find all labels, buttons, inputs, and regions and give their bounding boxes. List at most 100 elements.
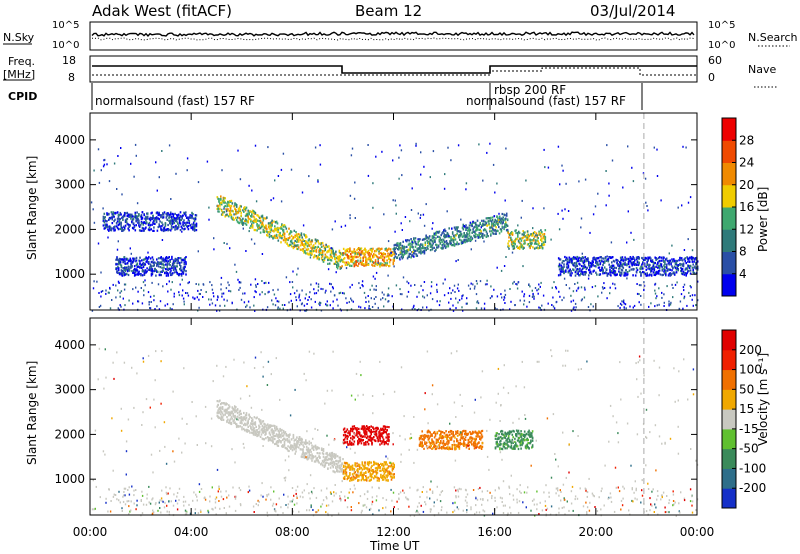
power-echo-cell [140, 229, 143, 232]
power-echo-cell [444, 240, 446, 244]
power-echo-cell [673, 272, 676, 275]
velocity-echo-cell [312, 448, 315, 451]
power-echo-cell [595, 265, 597, 268]
power-echo-cell [417, 241, 419, 244]
power-echo-cell [618, 267, 620, 270]
power-echo-cell [569, 268, 571, 271]
power-echo-cell [240, 205, 242, 208]
power-echo-cell [257, 225, 259, 229]
power-echo-cell [603, 261, 606, 264]
power-echo-cell [235, 205, 238, 208]
power-echo-cell [107, 225, 109, 228]
power-echo-cell [443, 239, 445, 242]
velocity-echo-cell [330, 459, 333, 462]
power-noise-cell [264, 293, 266, 296]
power-echo-cell [359, 247, 362, 250]
power-echo-cell [274, 228, 276, 231]
power-noise-cell [123, 256, 126, 259]
power-echo-cell [117, 213, 120, 216]
velocity-echo-cell [295, 447, 297, 450]
velocity-echo-cell [263, 423, 265, 426]
power-echo-cell [297, 238, 300, 241]
power-noise-cell [237, 278, 239, 281]
velocity-echo-cell [343, 431, 346, 434]
velocity-echo-cell [221, 407, 224, 411]
power-echo-cell [622, 258, 625, 261]
power-noise-cell [309, 291, 311, 294]
power-echo-cell [254, 220, 257, 223]
power-echo-cell [137, 265, 139, 268]
power-echo-cell [528, 234, 531, 238]
power-echo-cell [146, 215, 149, 218]
power-echo-cell [459, 234, 462, 237]
power-noise-cell [345, 267, 348, 270]
power-echo-cell [327, 250, 329, 253]
velocity-echo-cell [313, 460, 316, 463]
power-echo-cell [224, 204, 226, 208]
power-echo-cell [130, 259, 132, 262]
power-echo-cell [619, 263, 622, 266]
velocity-echo-cell [362, 439, 364, 442]
power-echo-cell [116, 267, 118, 270]
power-echo-cell [445, 240, 448, 243]
power-echo-cell [650, 257, 652, 260]
power-echo-cell [627, 262, 630, 265]
power-echo-cell [441, 240, 443, 243]
power-noise-cell [257, 283, 259, 285]
power-echo-cell [318, 251, 320, 254]
power-noise-cell [606, 255, 608, 258]
power-noise-cell [436, 300, 438, 303]
power-echo-cell [135, 256, 138, 259]
velocity-echo-cell [251, 428, 254, 431]
power-noise-cell [654, 305, 656, 308]
power-noise-cell [253, 296, 255, 299]
power-echo-cell [643, 263, 646, 266]
power-echo-cell [216, 196, 219, 199]
power-echo-cell [478, 235, 481, 238]
power-echo-cell [144, 263, 147, 266]
power-echo-cell [588, 261, 591, 264]
power-echo-cell [565, 256, 568, 259]
power-echo-cell [146, 217, 149, 220]
power-echo-cell [140, 274, 142, 277]
power-echo-cell [542, 236, 545, 239]
power-noise-cell [553, 307, 556, 310]
power-echo-cell [172, 213, 175, 216]
power-echo-cell [614, 274, 617, 277]
power-echo-cell [495, 220, 497, 223]
power-echo-cell [160, 227, 162, 230]
power-echo-cell [234, 204, 236, 207]
power-echo-cell [267, 222, 270, 225]
power-echo-cell [536, 234, 539, 237]
power-noise-cell [491, 295, 493, 298]
power-noise-cell [154, 308, 156, 310]
velocity-echo-cell [304, 456, 306, 459]
power-echo-cell [582, 266, 585, 269]
power-echo-cell [680, 269, 682, 273]
power-echo-cell [687, 266, 689, 269]
velocity-echo-cell [228, 411, 230, 414]
power-noise-cell [310, 306, 313, 309]
power-echo-cell [248, 210, 250, 213]
power-echo-cell [330, 259, 333, 262]
velocity-echo-cell [286, 448, 288, 451]
power-echo-cell [415, 254, 418, 257]
power-noise-cell [198, 298, 200, 301]
power-echo-cell [478, 224, 481, 227]
power-echo-cell [439, 237, 442, 240]
velocity-echo-cell [367, 443, 370, 446]
power-echo-cell [112, 227, 114, 230]
power-noise-cell [120, 290, 123, 293]
power-echo-cell [134, 268, 137, 271]
power-echo-cell [146, 221, 148, 224]
power-echo-cell [318, 249, 320, 252]
power-echo-cell [399, 247, 402, 250]
power-echo-cell [645, 274, 648, 277]
power-noise-cell [580, 217, 583, 220]
power-echo-cell [567, 266, 570, 269]
power-echo-cell [431, 244, 434, 247]
power-echo-cell [119, 258, 122, 261]
power-noise-cell [158, 308, 161, 311]
power-echo-cell [518, 245, 521, 249]
power-echo-cell [251, 211, 253, 214]
